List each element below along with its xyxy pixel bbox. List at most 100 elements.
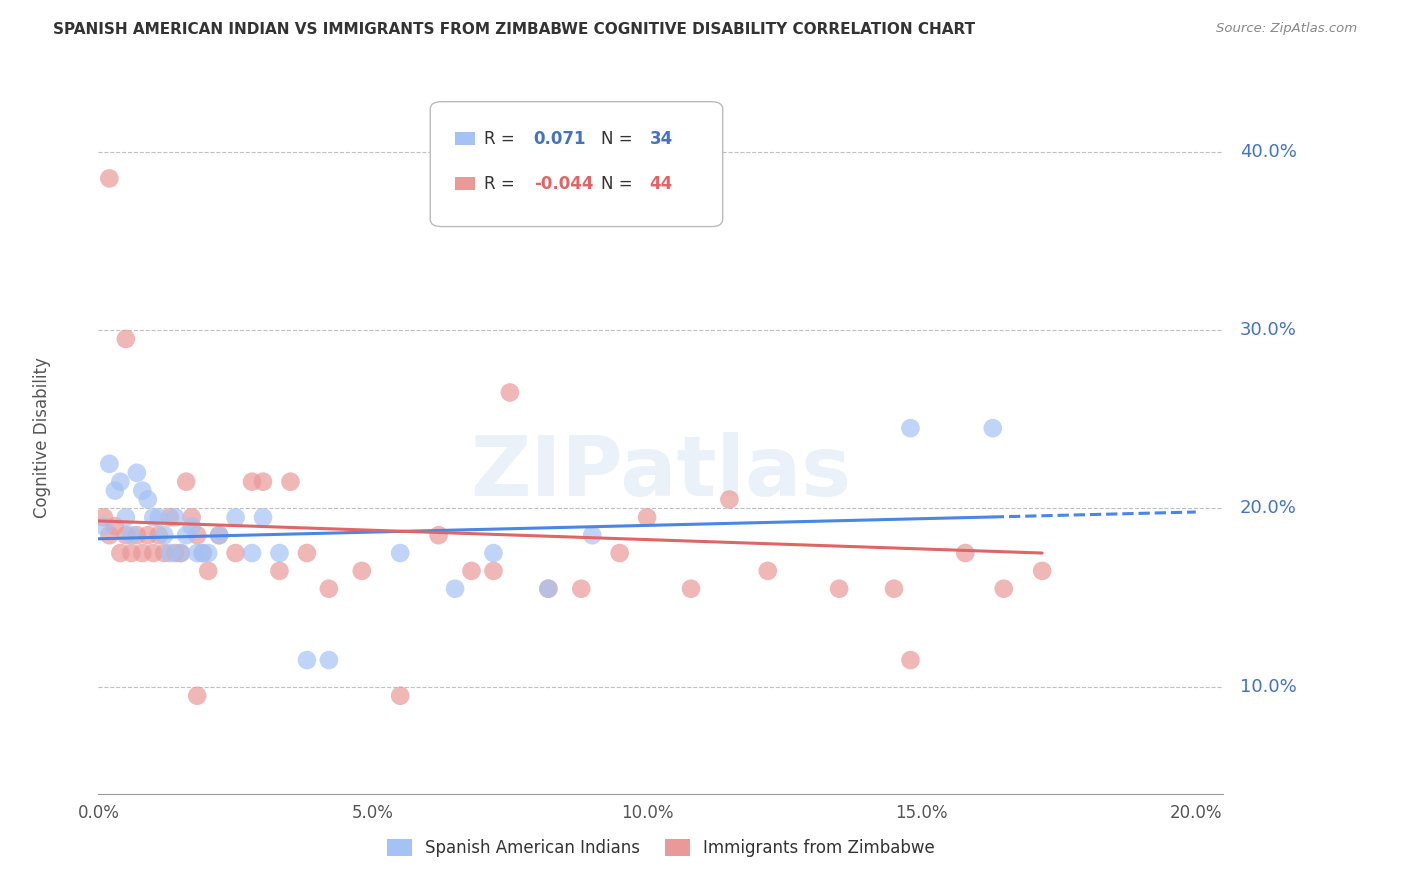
Point: [225, 510, 247, 524]
Point: [110, 546, 132, 560]
Point: [295, 653, 318, 667]
Point: [350, 564, 373, 578]
Point: [537, 582, 560, 596]
Point: [269, 564, 291, 578]
Text: -0.044: -0.044: [534, 175, 593, 193]
Point: [718, 492, 741, 507]
Point: [225, 546, 247, 560]
Point: [174, 475, 197, 489]
Text: N =: N =: [602, 175, 638, 193]
Point: [125, 466, 148, 480]
Point: [208, 528, 231, 542]
Point: [115, 332, 138, 346]
Point: [269, 546, 291, 560]
Point: [569, 582, 592, 596]
Point: [427, 528, 450, 542]
Point: [240, 546, 263, 560]
Point: [444, 582, 467, 596]
Point: [148, 528, 170, 542]
Point: [981, 421, 1004, 435]
Point: [186, 546, 208, 560]
Point: [142, 510, 165, 524]
Point: [98, 457, 121, 471]
Point: [1031, 564, 1053, 578]
Point: [900, 421, 922, 435]
Text: R =: R =: [484, 130, 520, 148]
Text: 20.0%: 20.0%: [1240, 500, 1296, 517]
Text: Source: ZipAtlas.com: Source: ZipAtlas.com: [1216, 22, 1357, 36]
Point: [159, 510, 181, 524]
Point: [120, 546, 142, 560]
Point: [389, 546, 412, 560]
Point: [883, 582, 905, 596]
Point: [98, 528, 121, 542]
Text: 10.0%: 10.0%: [1240, 678, 1296, 696]
Point: [186, 689, 208, 703]
Point: [170, 546, 193, 560]
Text: 0.071: 0.071: [534, 130, 586, 148]
Point: [120, 528, 142, 542]
Point: [955, 546, 977, 560]
Point: [131, 546, 153, 560]
Point: [110, 475, 132, 489]
Text: Cognitive Disability: Cognitive Disability: [34, 357, 51, 517]
Text: N =: N =: [602, 130, 638, 148]
Point: [104, 483, 127, 498]
Point: [136, 528, 159, 542]
Text: 30.0%: 30.0%: [1240, 321, 1296, 339]
Point: [636, 510, 658, 524]
Point: [93, 510, 115, 524]
Text: R =: R =: [484, 175, 520, 193]
Point: [609, 546, 631, 560]
Point: [115, 510, 138, 524]
Point: [136, 492, 159, 507]
Point: [295, 546, 318, 560]
Text: ZIPatlas: ZIPatlas: [471, 433, 851, 513]
FancyBboxPatch shape: [456, 178, 475, 190]
Point: [170, 546, 193, 560]
Point: [93, 519, 115, 533]
Point: [159, 546, 181, 560]
Text: 34: 34: [650, 130, 673, 148]
Point: [125, 528, 148, 542]
Point: [756, 564, 779, 578]
Point: [318, 582, 340, 596]
FancyBboxPatch shape: [430, 102, 723, 227]
Point: [174, 528, 197, 542]
Point: [828, 582, 851, 596]
Point: [208, 528, 231, 542]
Point: [280, 475, 302, 489]
Point: [482, 564, 505, 578]
Point: [104, 519, 127, 533]
Point: [165, 546, 187, 560]
Text: SPANISH AMERICAN INDIAN VS IMMIGRANTS FROM ZIMBABWE COGNITIVE DISABILITY CORRELA: SPANISH AMERICAN INDIAN VS IMMIGRANTS FR…: [53, 22, 976, 37]
Point: [142, 546, 165, 560]
Legend: Spanish American Indians, Immigrants from Zimbabwe: Spanish American Indians, Immigrants fro…: [380, 832, 942, 864]
Point: [900, 653, 922, 667]
Point: [252, 510, 274, 524]
Point: [460, 564, 482, 578]
Point: [165, 510, 187, 524]
Point: [115, 528, 138, 542]
Point: [679, 582, 702, 596]
Point: [252, 475, 274, 489]
Point: [153, 528, 176, 542]
Point: [482, 546, 505, 560]
Point: [98, 171, 121, 186]
Point: [191, 546, 214, 560]
Point: [537, 582, 560, 596]
Point: [153, 546, 176, 560]
Point: [993, 582, 1015, 596]
Point: [499, 385, 522, 400]
FancyBboxPatch shape: [456, 132, 475, 145]
Point: [318, 653, 340, 667]
Point: [389, 689, 412, 703]
Point: [180, 519, 202, 533]
Point: [186, 528, 208, 542]
Point: [148, 510, 170, 524]
Text: 44: 44: [650, 175, 673, 193]
Point: [180, 510, 202, 524]
Point: [131, 483, 153, 498]
Text: 40.0%: 40.0%: [1240, 143, 1296, 161]
Point: [581, 528, 603, 542]
